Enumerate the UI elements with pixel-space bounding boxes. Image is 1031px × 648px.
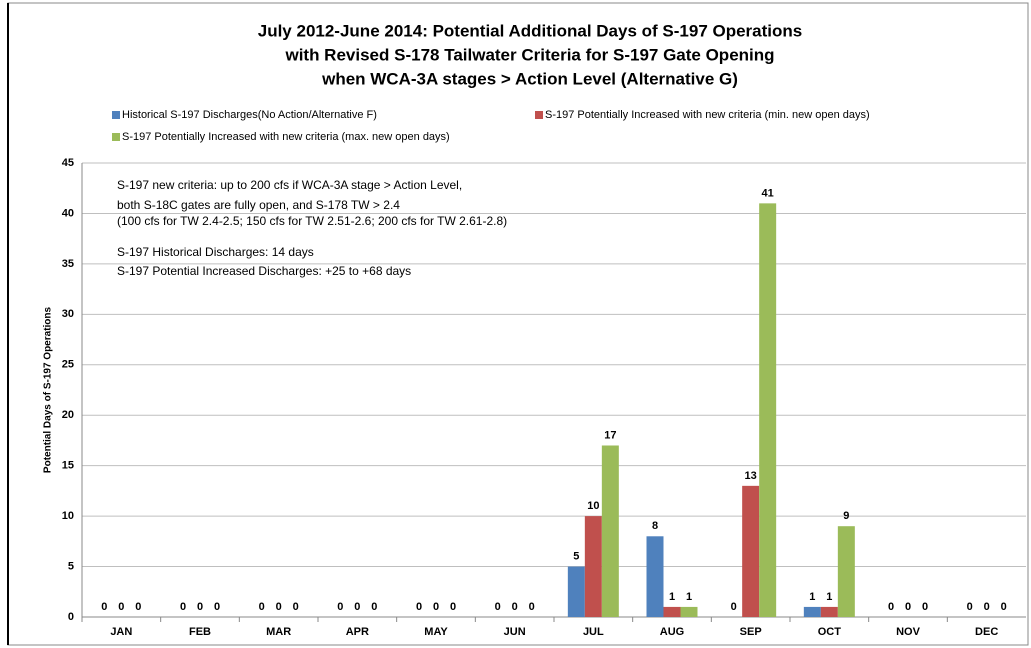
data-label: 1: [826, 591, 832, 603]
legend-swatch: [112, 111, 120, 119]
data-label: 0: [450, 601, 456, 613]
annotation: S-197 Historical Discharges: 14 days: [117, 245, 314, 259]
x-tick-label: JAN: [110, 626, 132, 638]
data-label: 10: [587, 500, 599, 512]
x-tick-label: DEC: [975, 626, 998, 638]
data-label: 0: [433, 601, 439, 613]
chart-title: with Revised S-178 Tailwater Criteria fo…: [284, 45, 774, 64]
y-tick-label: 25: [62, 359, 74, 371]
data-label: 1: [686, 591, 692, 603]
data-label: 0: [101, 601, 107, 613]
annotation: S-197 Potential Increased Discharges: +2…: [117, 264, 411, 278]
data-label: 0: [984, 601, 990, 613]
x-tick-label: JUN: [504, 626, 526, 638]
legend-label: S-197 Potentially Increased with new cri…: [545, 109, 870, 121]
y-tick-label: 10: [62, 510, 74, 522]
data-label: 0: [293, 601, 299, 613]
bar: [820, 606, 838, 617]
data-label: 8: [652, 520, 658, 532]
data-label: 0: [276, 601, 282, 613]
data-label: 0: [1001, 601, 1007, 613]
bar: [663, 606, 681, 617]
x-tick-label: FEB: [189, 626, 211, 638]
bar: [646, 536, 664, 617]
chart-title: July 2012-June 2014: Potential Additiona…: [258, 21, 802, 40]
data-label: 0: [731, 601, 737, 613]
annotation: both S-18C gates are fully open, and S-1…: [117, 198, 400, 212]
x-tick-label: OCT: [818, 626, 842, 638]
y-tick-label: 35: [62, 258, 74, 270]
x-tick-label: NOV: [896, 626, 921, 638]
data-label: 0: [905, 601, 911, 613]
bar: [803, 606, 821, 617]
data-label: 0: [495, 601, 501, 613]
bar: [601, 445, 619, 617]
annotation: S-197 new criteria: up to 200 cfs if WCA…: [117, 178, 462, 192]
data-label: 13: [745, 470, 757, 482]
annotation: (100 cfs for TW 2.4-2.5; 150 cfs for TW …: [117, 214, 507, 228]
bar: [567, 566, 585, 617]
y-axis-label: Potential Days of S-197 Operations: [43, 306, 54, 473]
y-tick-label: 5: [68, 560, 74, 572]
chart-title: when WCA-3A stages > Action Level (Alter…: [321, 69, 738, 88]
data-label: 0: [512, 601, 518, 613]
data-label: 9: [843, 510, 849, 522]
y-tick-label: 45: [62, 157, 74, 169]
x-tick-label: AUG: [660, 626, 684, 638]
data-label: 41: [762, 187, 774, 199]
x-tick-label: MAR: [266, 626, 291, 638]
data-label: 0: [967, 601, 973, 613]
y-tick-label: 20: [62, 409, 74, 421]
data-label: 0: [922, 601, 928, 613]
data-label: 0: [197, 601, 203, 613]
data-label: 0: [259, 601, 265, 613]
legend-label: S-197 Potentially Increased with new cri…: [122, 131, 450, 143]
data-label: 1: [809, 591, 815, 603]
data-label: 0: [354, 601, 360, 613]
data-label: 0: [118, 601, 124, 613]
x-tick-label: JUL: [583, 626, 604, 638]
data-label: 0: [416, 601, 422, 613]
bar: [680, 606, 698, 617]
bar: [837, 526, 855, 617]
data-label: 0: [888, 601, 894, 613]
bar: [584, 516, 602, 617]
x-tick-label: SEP: [740, 626, 762, 638]
data-label: 17: [604, 429, 616, 441]
chart-frame: [7, 2, 1029, 646]
x-tick-label: MAY: [424, 626, 448, 638]
legend-swatch: [535, 111, 543, 119]
data-label: 5: [573, 550, 579, 562]
data-label: 0: [214, 601, 220, 613]
data-label: 1: [669, 591, 675, 603]
y-tick-label: 15: [62, 460, 74, 472]
y-tick-label: 30: [62, 308, 74, 320]
y-tick-label: 0: [68, 611, 74, 623]
legend-swatch: [112, 133, 120, 141]
data-label: 0: [135, 601, 141, 613]
data-label: 0: [337, 601, 343, 613]
data-label: 0: [180, 601, 186, 613]
x-tick-label: APR: [346, 626, 369, 638]
data-label: 0: [371, 601, 377, 613]
data-label: 0: [529, 601, 535, 613]
legend-label: Historical S-197 Discharges(No Action/Al…: [122, 109, 377, 121]
bar: [759, 203, 777, 617]
y-tick-label: 40: [62, 207, 74, 219]
bar: [742, 485, 760, 617]
